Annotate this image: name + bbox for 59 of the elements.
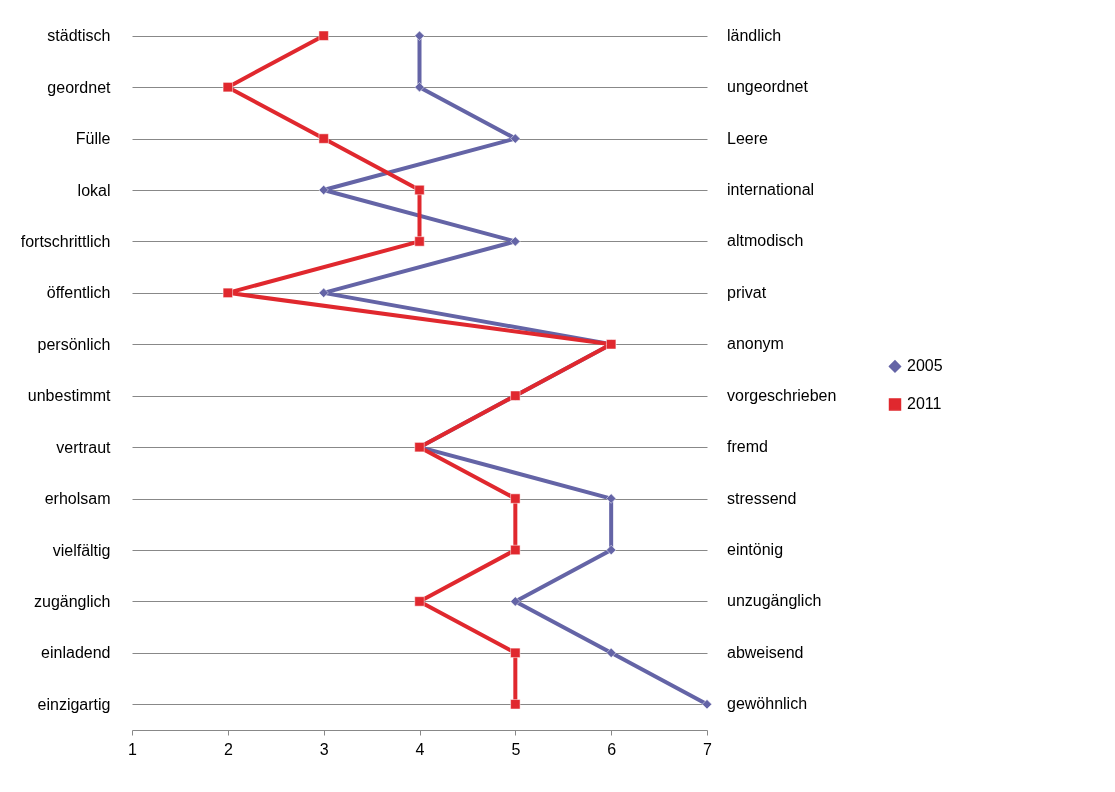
- y-tick-label: lokal: [77, 181, 111, 199]
- y2-tick-label: Leere: [727, 129, 769, 147]
- y-tick-label: einladend: [41, 644, 111, 662]
- y2-tick-label: stressend: [727, 489, 797, 507]
- point: [606, 493, 617, 504]
- y2-tick-label: vorgeschrieben: [727, 386, 837, 404]
- y2-tick-label: eintönig: [727, 541, 784, 558]
- point: [414, 82, 425, 93]
- y2-tick-label: anonym: [727, 335, 784, 353]
- point: [510, 699, 521, 710]
- point: [414, 30, 425, 41]
- x-tick-label: 2: [223, 740, 233, 758]
- y-tick-label: zugänglich: [34, 592, 111, 610]
- y-tick-label: fortschrittlich: [20, 232, 111, 250]
- y-tick-label: geordnet: [47, 78, 112, 96]
- y2-tick-label: fremd: [727, 438, 768, 456]
- point: [606, 647, 617, 658]
- point: [414, 596, 425, 607]
- point: [510, 545, 521, 555]
- x-tick-label: 4: [415, 740, 425, 758]
- y-tick-label: erholsam: [44, 490, 111, 508]
- legend-label: 2011: [907, 395, 942, 413]
- y2-tick-label: gewöhnlich: [727, 695, 808, 713]
- y2-tick-label: abweisend: [727, 643, 804, 661]
- point: [510, 493, 521, 504]
- y2-tick-label: ungeordnet: [727, 78, 809, 96]
- y-tick-label: vielfältig: [52, 541, 111, 559]
- point: [510, 133, 521, 144]
- y-tick-label: städtisch: [47, 27, 111, 45]
- y-tick-label: persönlich: [37, 335, 111, 353]
- y2-tick-label: international: [727, 181, 815, 198]
- point: [318, 185, 329, 195]
- point: [222, 82, 233, 93]
- x-tick-label: 1: [128, 740, 138, 758]
- point: [510, 596, 521, 607]
- y-tick-label: vertraut: [56, 438, 112, 456]
- y-tick-label: öffentlich: [46, 284, 111, 302]
- y-tick-label: Fülle: [75, 130, 111, 148]
- point: [414, 185, 425, 195]
- point: [222, 287, 233, 298]
- x-tick-label: 3: [319, 740, 329, 758]
- point: [606, 545, 617, 555]
- y2-tick-label: altmodisch: [727, 232, 804, 250]
- point: [318, 287, 329, 298]
- y2-tick-label: privat: [727, 283, 767, 301]
- point: [318, 133, 329, 144]
- x-tick-label: 7: [703, 740, 713, 758]
- point: [510, 236, 521, 247]
- x-tick-label: 5: [511, 740, 521, 758]
- y2-tick-label: unzugänglich: [727, 592, 822, 610]
- y-tick-label: einzigartig: [37, 695, 111, 713]
- point: [510, 647, 521, 658]
- point: [318, 30, 329, 41]
- y2-tick-label: ländlich: [727, 26, 782, 44]
- point: [702, 699, 712, 710]
- legend-label: 2005: [907, 357, 943, 375]
- y-tick-label: unbestimmt: [27, 387, 112, 405]
- x-tick-label: 6: [607, 740, 617, 758]
- point: [414, 236, 425, 247]
